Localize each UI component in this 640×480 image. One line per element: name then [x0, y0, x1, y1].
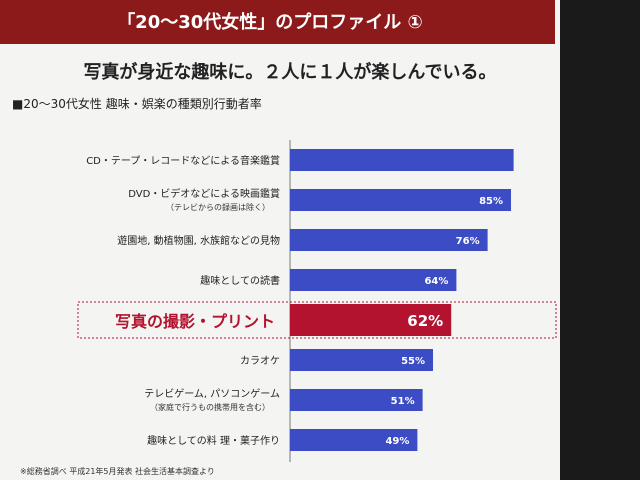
value-label: 51%: [391, 396, 415, 407]
value-label: 85%: [479, 196, 503, 207]
category-sublabel: （家庭で行うもの携帯用を含む）: [150, 402, 270, 412]
value-label: 49%: [385, 436, 409, 447]
footnote: ※総務省調べ 平成21年5月発表 社会生活基本調査より: [20, 466, 215, 476]
category-sublabel: （テレビからの録画は除く）: [166, 202, 270, 212]
value-label: 76%: [456, 236, 480, 247]
title-bar: [0, 0, 555, 44]
subtitle: 写真が身近な趣味に。２人に１人が楽しんでいる。: [83, 61, 496, 83]
category-label: カラオケ: [240, 355, 280, 367]
bar: [290, 189, 511, 211]
category-label: テレビゲーム, パソコンゲーム: [144, 388, 280, 400]
bar: [290, 229, 488, 251]
bar: [290, 269, 457, 291]
category-label: CD・テープ・レコードなどによる音楽鑑賞: [86, 154, 280, 167]
category-label: DVD・ビデオなどによる映画鑑賞: [128, 187, 280, 200]
category-label: 趣味としての読書: [200, 274, 280, 287]
bar: [290, 429, 418, 451]
category-label: 趣味としての料 理・菓子作り: [147, 434, 280, 447]
value-label: 64%: [424, 276, 448, 287]
category-label: 遊園地, 動植物園, 水族館などの見物: [117, 234, 280, 247]
highlight-box: [77, 301, 557, 339]
bar: [290, 149, 514, 171]
chart-label: ■20～30代女性 趣味・娯楽の種類別行動者率: [12, 96, 262, 111]
bar: [290, 349, 433, 371]
bar: [290, 389, 423, 411]
title: 「20～30代女性」のプロファイル ①: [117, 11, 423, 33]
value-label: 55%: [401, 356, 425, 367]
value-label: 62%: [407, 312, 443, 330]
category-label: 写真の撮影・プリント: [115, 312, 275, 331]
bar: [290, 304, 452, 336]
